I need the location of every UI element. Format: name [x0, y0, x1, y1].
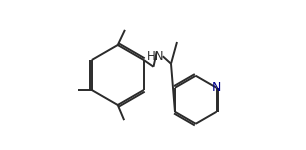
Text: HN: HN	[147, 51, 165, 63]
Text: N: N	[212, 81, 221, 94]
